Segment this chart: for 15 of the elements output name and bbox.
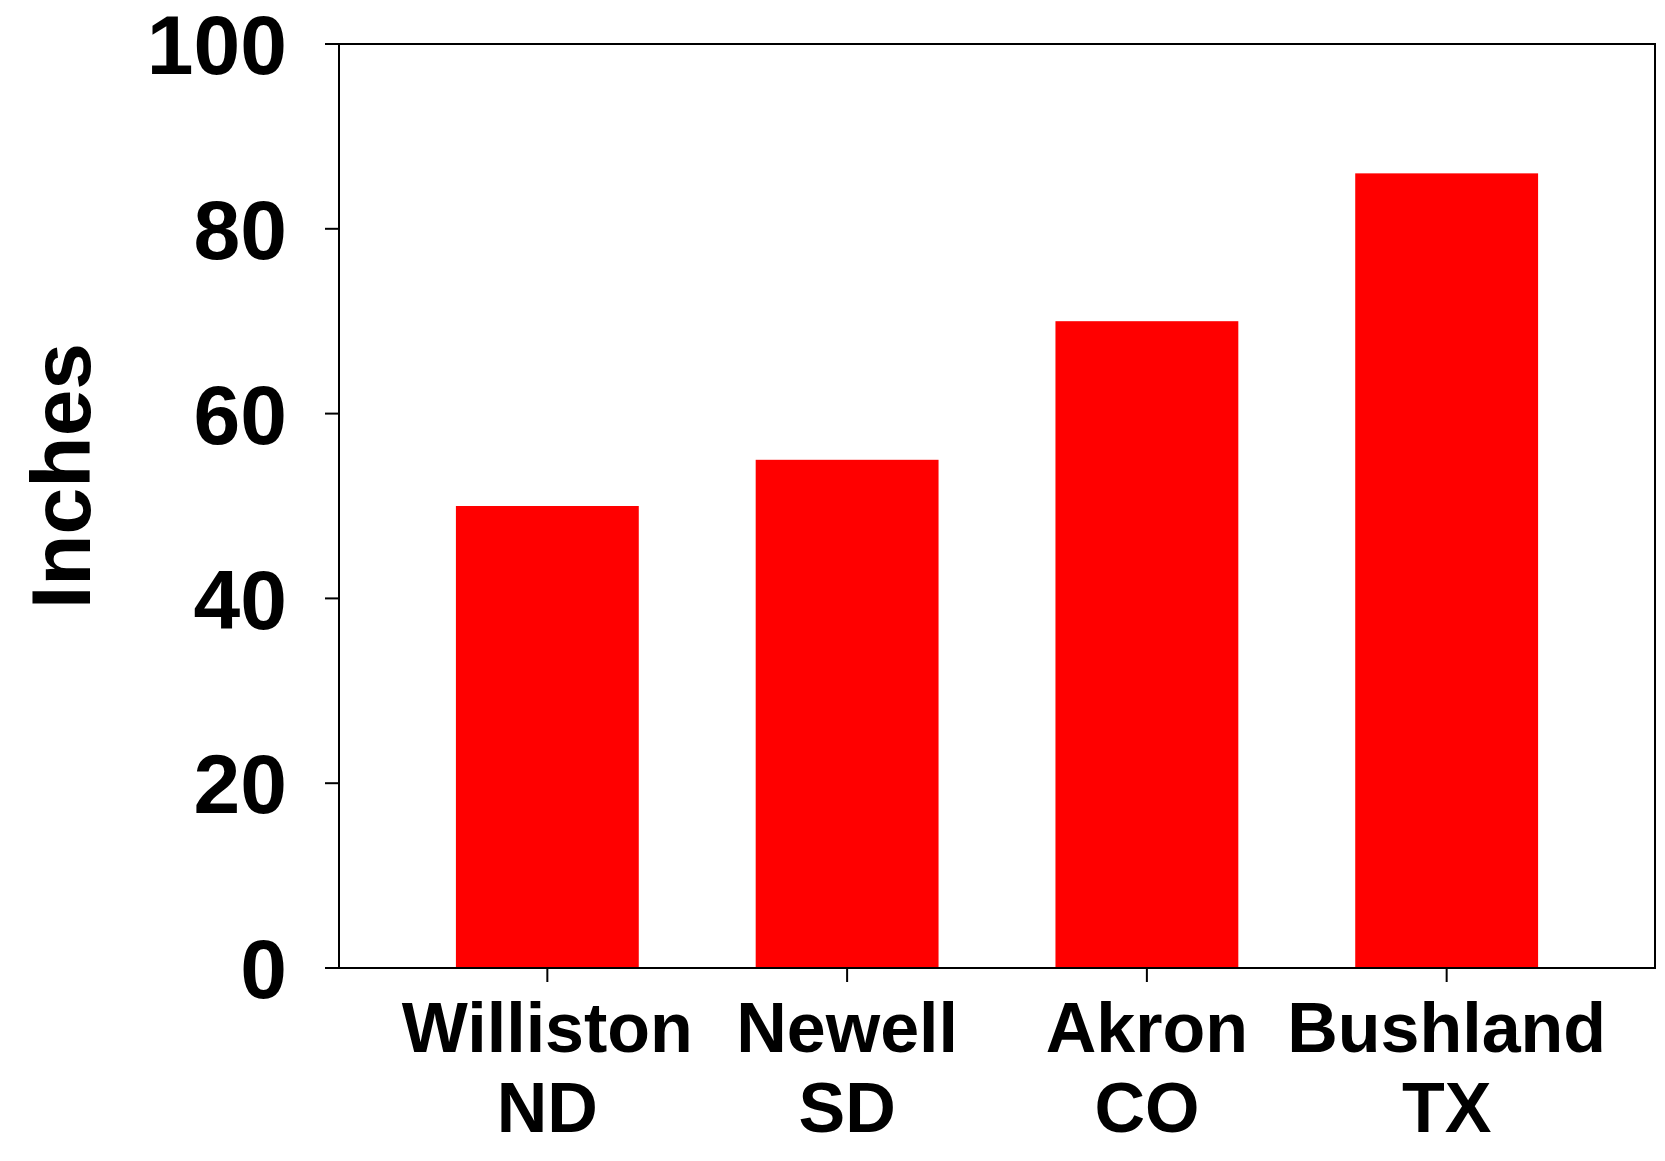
y-tick-label: 100 bbox=[146, 0, 287, 93]
bar bbox=[1055, 321, 1239, 968]
y-tick-label: 0 bbox=[240, 922, 287, 1017]
y-tick-label: 20 bbox=[193, 737, 287, 832]
x-tick-label: Bushland TX bbox=[1287, 989, 1607, 1147]
bar bbox=[1355, 173, 1539, 968]
x-tick-label: Williston ND bbox=[401, 989, 693, 1147]
bar bbox=[755, 459, 939, 968]
x-tick-label: Newell SD bbox=[736, 989, 958, 1147]
y-axis-title: Inches bbox=[14, 342, 108, 610]
y-tick-label: 80 bbox=[193, 183, 287, 278]
y-tick-label: 40 bbox=[193, 552, 287, 647]
x-tick-label: Akron CO bbox=[1045, 989, 1249, 1147]
y-tick-label: 60 bbox=[193, 367, 287, 462]
bar bbox=[455, 506, 639, 968]
